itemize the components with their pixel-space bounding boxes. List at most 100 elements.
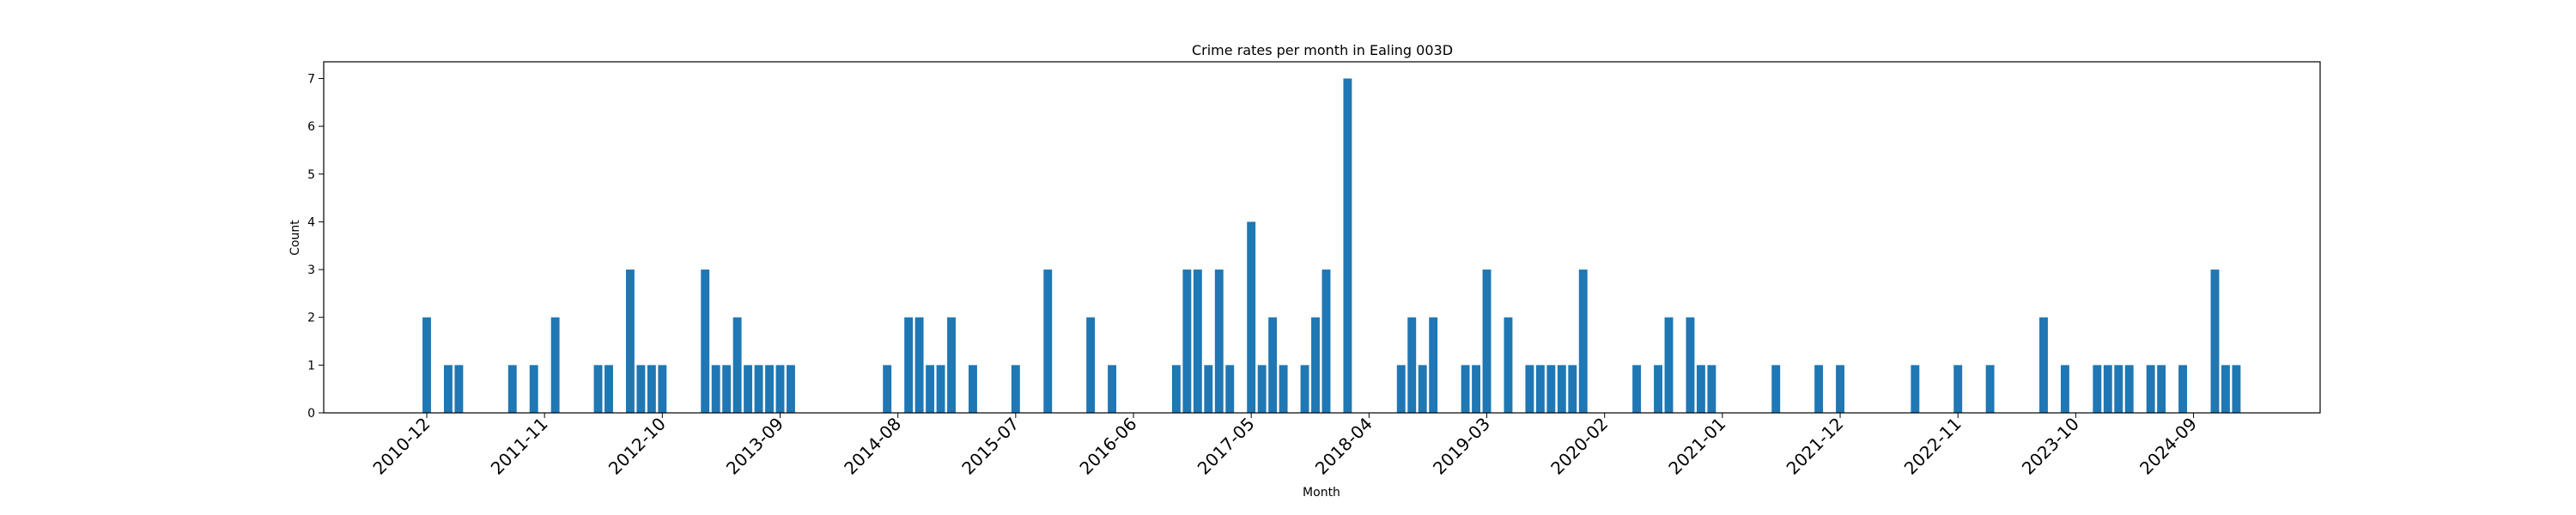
bar [1214,270,1224,413]
bar [1696,365,1705,413]
bar [1461,365,1470,413]
bar [1321,270,1331,413]
y-axis-label: Count [289,220,302,256]
bar [754,365,763,413]
bar [1568,365,1577,413]
bar [1836,365,1844,413]
bar [1193,270,1202,413]
x-tick-label: 2021-01 [1664,414,1729,479]
bar [1225,365,1235,413]
bar [2114,365,2123,413]
x-tick-label: 2019-03 [1429,414,1494,479]
bar [914,317,924,413]
bar [1707,365,1716,413]
y-tick-label: 4 [307,215,315,229]
x-tick-label: 2022-11 [1900,414,1965,479]
plot-frame [323,61,2321,414]
y-tick-label: 1 [307,359,315,373]
y-tick-label: 5 [307,168,315,182]
bar [1911,365,1920,413]
bar [2124,365,2134,413]
bar [969,365,977,413]
x-tick-label: 2024-09 [2136,414,2201,479]
bar [1171,365,1181,413]
bar [947,317,956,413]
x-tick-label: 2020-02 [1546,414,1612,479]
bar [2232,365,2241,413]
bar [1557,365,1566,413]
bar [775,365,785,413]
bar [2210,270,2220,413]
y-tick-label: 2 [307,312,315,325]
bar [1654,365,1662,413]
bar [2039,317,2048,413]
x-tick-label: 2011-11 [487,414,552,479]
bar [443,365,453,413]
bar [1535,365,1545,413]
bar [1247,221,1256,413]
x-tick-label: 2021-12 [1783,414,1848,479]
bar [1204,365,1213,413]
bar [701,270,710,413]
bar [1043,270,1053,413]
bar [593,365,603,413]
bar [1525,365,1534,413]
bar [1686,317,1695,413]
bar [1953,365,1963,413]
bar [2178,365,2188,413]
bar [883,365,892,413]
bars-group [422,78,2241,413]
bar [1504,317,1513,413]
x-axis-label: Month [1303,486,1340,500]
bar [1182,270,1192,413]
bar [1268,317,1278,413]
bar [625,270,635,413]
bar [1257,365,1267,413]
bar [1578,270,1588,413]
x-tick-label: 2014-08 [840,414,905,479]
x-tick-label: 2013-09 [722,414,787,479]
bar [1011,365,1020,413]
x-tick-label: 2015-07 [957,414,1023,479]
bar [1418,365,1427,413]
bar [744,365,753,413]
bar [1472,365,1481,413]
bar [1108,365,1117,413]
bar [1300,365,1309,413]
bar [1985,365,1995,413]
bar [1086,317,1096,413]
x-tick-label: 2016-06 [1075,414,1140,479]
bar [2060,365,2069,413]
bar [2157,365,2166,413]
bar [529,365,538,413]
bar [711,365,720,413]
bar [936,365,945,413]
bar [2146,365,2155,413]
bar [605,365,613,413]
y-tick-label: 0 [307,407,315,421]
bar [636,365,646,413]
bar [2103,365,2112,413]
bar [422,317,431,413]
bar [1482,270,1492,413]
x-tick-label: 2010-12 [368,414,434,479]
bar [1546,365,1556,413]
bar [454,365,464,413]
bar [904,317,914,413]
bar [1279,365,1288,413]
bar [1429,317,1438,413]
bar [1771,365,1781,413]
bar [1407,317,1417,413]
bar [787,365,795,413]
bar [658,365,667,413]
y-tick-label: 6 [307,120,315,134]
bar [647,365,656,413]
bar [2221,365,2230,413]
bar [1664,317,1674,413]
bar [926,365,935,413]
x-tick-label: 2023-10 [2018,414,2083,479]
bar [1396,365,1406,413]
y-tick-label: 7 [307,72,315,86]
bar [550,317,560,413]
bar [1343,78,1352,413]
